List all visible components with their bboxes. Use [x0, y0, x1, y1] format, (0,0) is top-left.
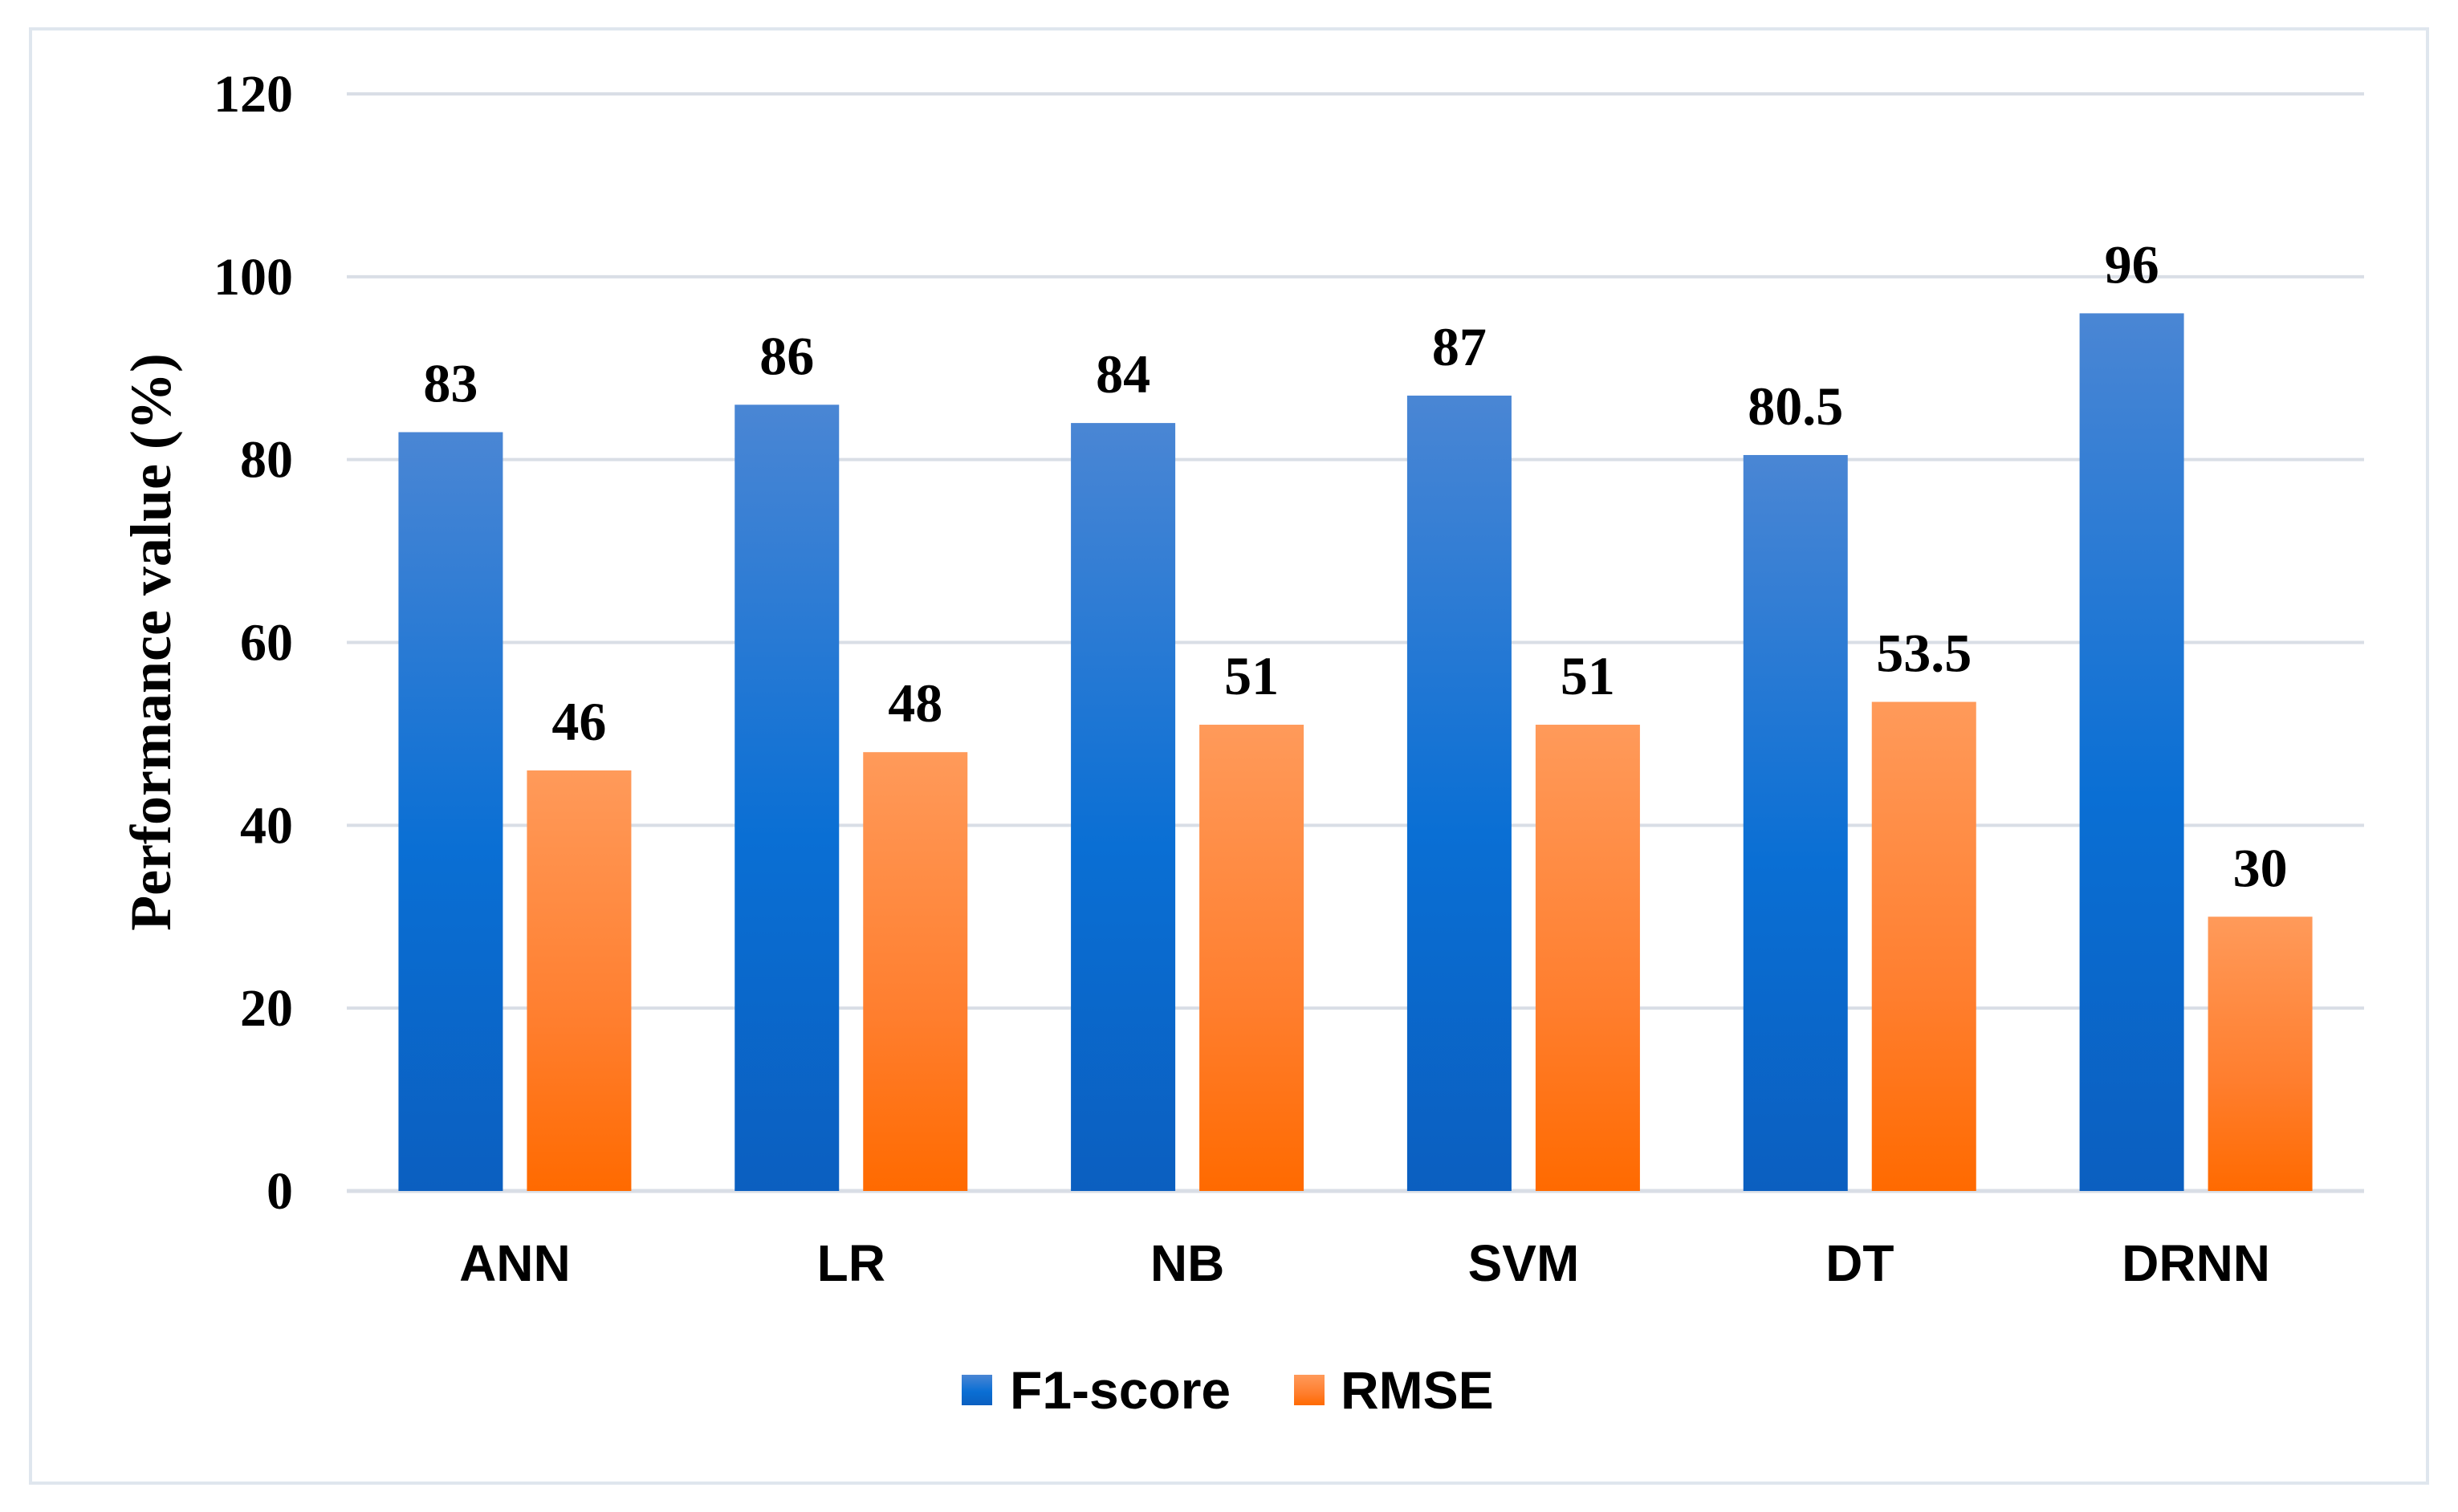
y-axis-ticks: 0 20 40 60 80 100 120 [214, 65, 293, 1221]
data-label-f1-score-drnn: 96 [2105, 234, 2159, 295]
bar-f1-score-nb [1071, 423, 1176, 1191]
bar-rmse-nb [1199, 725, 1304, 1191]
bar-rmse-ann [527, 770, 632, 1191]
bar-f1-score-drnn [2079, 313, 2184, 1191]
data-label-rmse-ann: 46 [551, 691, 606, 752]
y-axis-title: Performance value (%) [119, 353, 183, 931]
x-category-label: DRNN [2122, 1234, 2270, 1292]
y-tick-label: 0 [267, 1162, 293, 1221]
bar-f1-score-svm [1406, 395, 1512, 1191]
data-label-f1-score-dt: 80.5 [1748, 376, 1843, 437]
y-tick-label: 40 [240, 796, 293, 855]
data-label-rmse-nb: 51 [1224, 645, 1279, 706]
bars [398, 313, 2313, 1192]
y-tick-label: 120 [214, 65, 293, 124]
x-category-label: SVM [1468, 1234, 1580, 1292]
data-label-f1-score-ann: 83 [423, 352, 478, 413]
gridlines [347, 92, 2364, 1193]
legend: F1-score RMSE [962, 1360, 1494, 1420]
chart-frame [29, 27, 2429, 1485]
x-category-label: NB [1150, 1234, 1224, 1292]
legend-label-f1-score: F1-score [1010, 1360, 1231, 1420]
x-category-label: ANN [459, 1234, 571, 1292]
bar-f1-score-dt [1743, 454, 1848, 1191]
legend-label-rmse: RMSE [1341, 1360, 1494, 1420]
x-axis-categories: ANN LR NB SVM DT DRNN [459, 1234, 2270, 1292]
data-label-rmse-drnn: 30 [2233, 837, 2288, 898]
bar-f1-score-ann [398, 432, 503, 1191]
data-label-rmse-dt: 53.5 [1876, 623, 1972, 684]
y-tick-label: 60 [240, 614, 293, 673]
data-label-f1-score-nb: 84 [1096, 343, 1150, 404]
legend-swatch-rmse [1294, 1375, 1325, 1405]
data-label-rmse-lr: 48 [888, 673, 942, 734]
bar-rmse-drnn [2208, 917, 2313, 1191]
data-labels: 83 46 86 48 84 51 87 51 80.5 53.5 96 30 [423, 234, 2287, 898]
bar-f1-score-lr [735, 404, 840, 1192]
legend-swatch-f1-score [962, 1375, 992, 1405]
data-label-rmse-svm: 51 [1561, 645, 1615, 706]
y-tick-label: 100 [214, 248, 293, 307]
x-category-label: LR [817, 1234, 885, 1292]
bar-rmse-lr [863, 752, 968, 1191]
y-tick-label: 20 [240, 979, 293, 1038]
data-label-f1-score-svm: 87 [1432, 316, 1487, 377]
bar-rmse-dt [1871, 701, 1976, 1191]
y-tick-label: 80 [240, 431, 293, 490]
x-category-label: DT [1825, 1234, 1894, 1292]
data-label-f1-score-lr: 86 [759, 325, 814, 386]
bar-rmse-svm [1535, 725, 1640, 1191]
